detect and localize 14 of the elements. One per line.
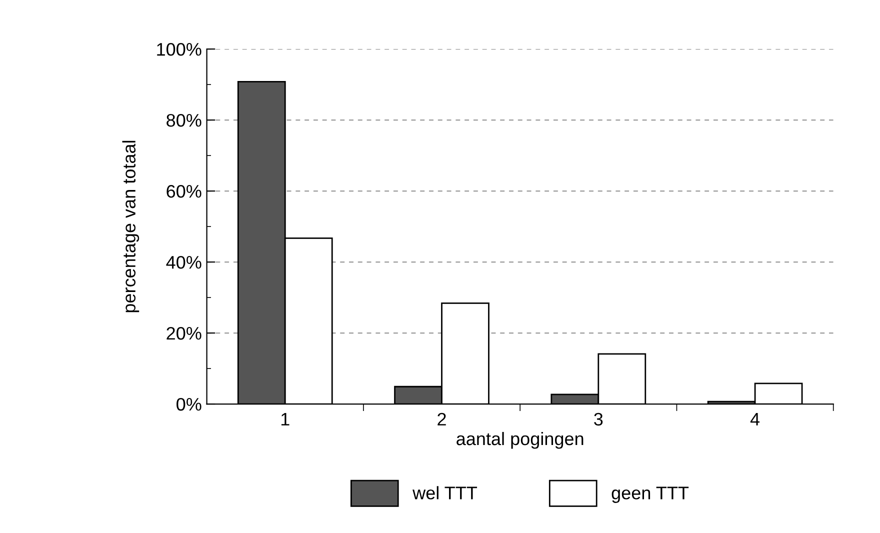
x-axis-title: aantal pogingen — [456, 432, 584, 449]
y-tick-label: 60% — [166, 184, 202, 198]
y-axis-title: percentage van totaal — [122, 140, 140, 312]
x-tick-label: 1 — [281, 413, 290, 426]
y-tick-label: 40% — [166, 256, 202, 269]
x-tick-label: 4 — [750, 413, 760, 426]
x-tick-label: 2 — [438, 412, 446, 426]
x-tick-label: 3 — [594, 412, 603, 426]
legend-label: geen TTT — [612, 486, 689, 503]
y-tick-label: 80% — [166, 114, 202, 127]
y-tick-label: 0% — [176, 398, 202, 411]
y-tick-label: 20% — [166, 326, 202, 340]
legend-label: wel TTT — [412, 486, 478, 500]
y-tick-label: 100% — [157, 42, 202, 56]
